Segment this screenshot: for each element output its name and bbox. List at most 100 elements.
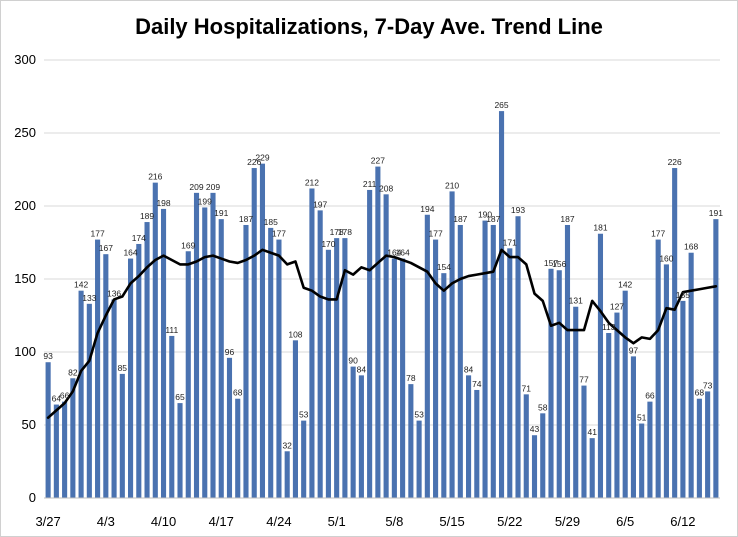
bar bbox=[482, 220, 488, 498]
bar bbox=[70, 378, 76, 498]
data-label: 53 bbox=[414, 410, 424, 420]
bar bbox=[589, 438, 595, 498]
bar bbox=[515, 216, 521, 498]
data-label: 85 bbox=[118, 363, 128, 373]
y-tick-label: 300 bbox=[14, 52, 36, 67]
bar bbox=[433, 239, 439, 498]
x-tick-label: 5/1 bbox=[328, 514, 346, 529]
bar bbox=[663, 264, 669, 498]
data-label: 157 bbox=[544, 258, 558, 268]
data-label: 41 bbox=[587, 427, 597, 437]
data-label: 168 bbox=[684, 242, 698, 252]
data-label: 209 bbox=[189, 182, 203, 192]
bar bbox=[367, 189, 373, 498]
bar bbox=[498, 111, 505, 498]
y-tick-label: 150 bbox=[14, 271, 36, 286]
bar bbox=[128, 258, 134, 498]
bar bbox=[622, 290, 628, 498]
bar bbox=[688, 252, 694, 498]
data-label: 156 bbox=[552, 259, 566, 269]
x-tick-label: 5/22 bbox=[497, 514, 522, 529]
data-label: 64 bbox=[52, 394, 62, 404]
data-label: 135 bbox=[676, 290, 690, 300]
data-label: 177 bbox=[90, 229, 104, 239]
data-label: 164 bbox=[396, 248, 410, 258]
data-label: 265 bbox=[494, 100, 508, 110]
bar bbox=[375, 166, 381, 498]
data-label: 43 bbox=[530, 424, 540, 434]
bar bbox=[193, 192, 200, 499]
chart-title: Daily Hospitalizations, 7-Day Ave. Trend… bbox=[135, 14, 603, 39]
data-label: 229 bbox=[255, 153, 269, 163]
bar bbox=[639, 423, 645, 498]
bar bbox=[243, 224, 249, 499]
bar bbox=[160, 208, 167, 499]
bar bbox=[457, 224, 463, 499]
data-label: 210 bbox=[445, 180, 459, 190]
data-label: 131 bbox=[569, 296, 583, 306]
bar bbox=[111, 299, 117, 498]
bar bbox=[358, 375, 364, 498]
data-label: 68 bbox=[695, 388, 705, 398]
data-labels: 9364668214213317716713685164174189216198… bbox=[43, 100, 723, 450]
bar bbox=[292, 340, 298, 498]
data-label: 111 bbox=[165, 325, 178, 335]
bar bbox=[564, 224, 571, 499]
data-label: 142 bbox=[74, 280, 88, 290]
bar bbox=[391, 258, 397, 498]
bar bbox=[53, 404, 59, 498]
bar bbox=[119, 373, 125, 498]
data-label: 82 bbox=[68, 367, 78, 377]
bar bbox=[597, 233, 604, 499]
data-label: 187 bbox=[453, 214, 467, 224]
data-label: 90 bbox=[348, 356, 358, 366]
bar-series bbox=[45, 111, 719, 499]
bar bbox=[672, 168, 678, 499]
x-tick-label: 6/5 bbox=[616, 514, 634, 529]
bar bbox=[383, 194, 389, 498]
data-label: 178 bbox=[330, 227, 344, 237]
bar bbox=[136, 243, 142, 498]
bar bbox=[235, 398, 241, 498]
bar bbox=[647, 401, 653, 498]
data-label: 185 bbox=[264, 217, 278, 227]
bar bbox=[202, 207, 208, 498]
data-label: 32 bbox=[282, 440, 292, 450]
data-label: 108 bbox=[288, 329, 302, 339]
data-label: 177 bbox=[651, 229, 665, 239]
data-label: 164 bbox=[387, 248, 401, 258]
x-tick-label: 4/24 bbox=[266, 514, 291, 529]
x-tick-label: 5/8 bbox=[385, 514, 403, 529]
bar bbox=[556, 270, 562, 498]
x-tick-label: 4/17 bbox=[209, 514, 234, 529]
bar bbox=[259, 163, 266, 498]
bar bbox=[523, 394, 529, 498]
bar bbox=[152, 182, 158, 498]
trend-line bbox=[46, 248, 718, 420]
bar bbox=[630, 356, 636, 498]
data-label: 194 bbox=[420, 204, 434, 214]
y-tick-label: 50 bbox=[22, 417, 36, 432]
bar bbox=[301, 420, 307, 498]
data-label: 93 bbox=[43, 351, 53, 361]
data-label: 51 bbox=[637, 413, 647, 423]
data-label: 74 bbox=[472, 379, 482, 389]
bar bbox=[548, 268, 554, 498]
x-tick-label: 6/12 bbox=[670, 514, 695, 529]
data-label: 84 bbox=[464, 364, 474, 374]
bar bbox=[317, 210, 323, 498]
data-label: 142 bbox=[618, 280, 632, 290]
x-tick-label: 5/29 bbox=[555, 514, 580, 529]
bar bbox=[268, 227, 274, 498]
bar bbox=[416, 420, 422, 498]
data-label: 208 bbox=[379, 183, 393, 193]
y-tick-label: 100 bbox=[14, 344, 36, 359]
data-label: 65 bbox=[175, 392, 185, 402]
data-label: 169 bbox=[181, 240, 195, 250]
bar bbox=[95, 239, 101, 498]
bar bbox=[507, 248, 513, 498]
data-label: 212 bbox=[305, 177, 319, 187]
data-label: 171 bbox=[503, 237, 517, 247]
data-label: 174 bbox=[132, 233, 146, 243]
